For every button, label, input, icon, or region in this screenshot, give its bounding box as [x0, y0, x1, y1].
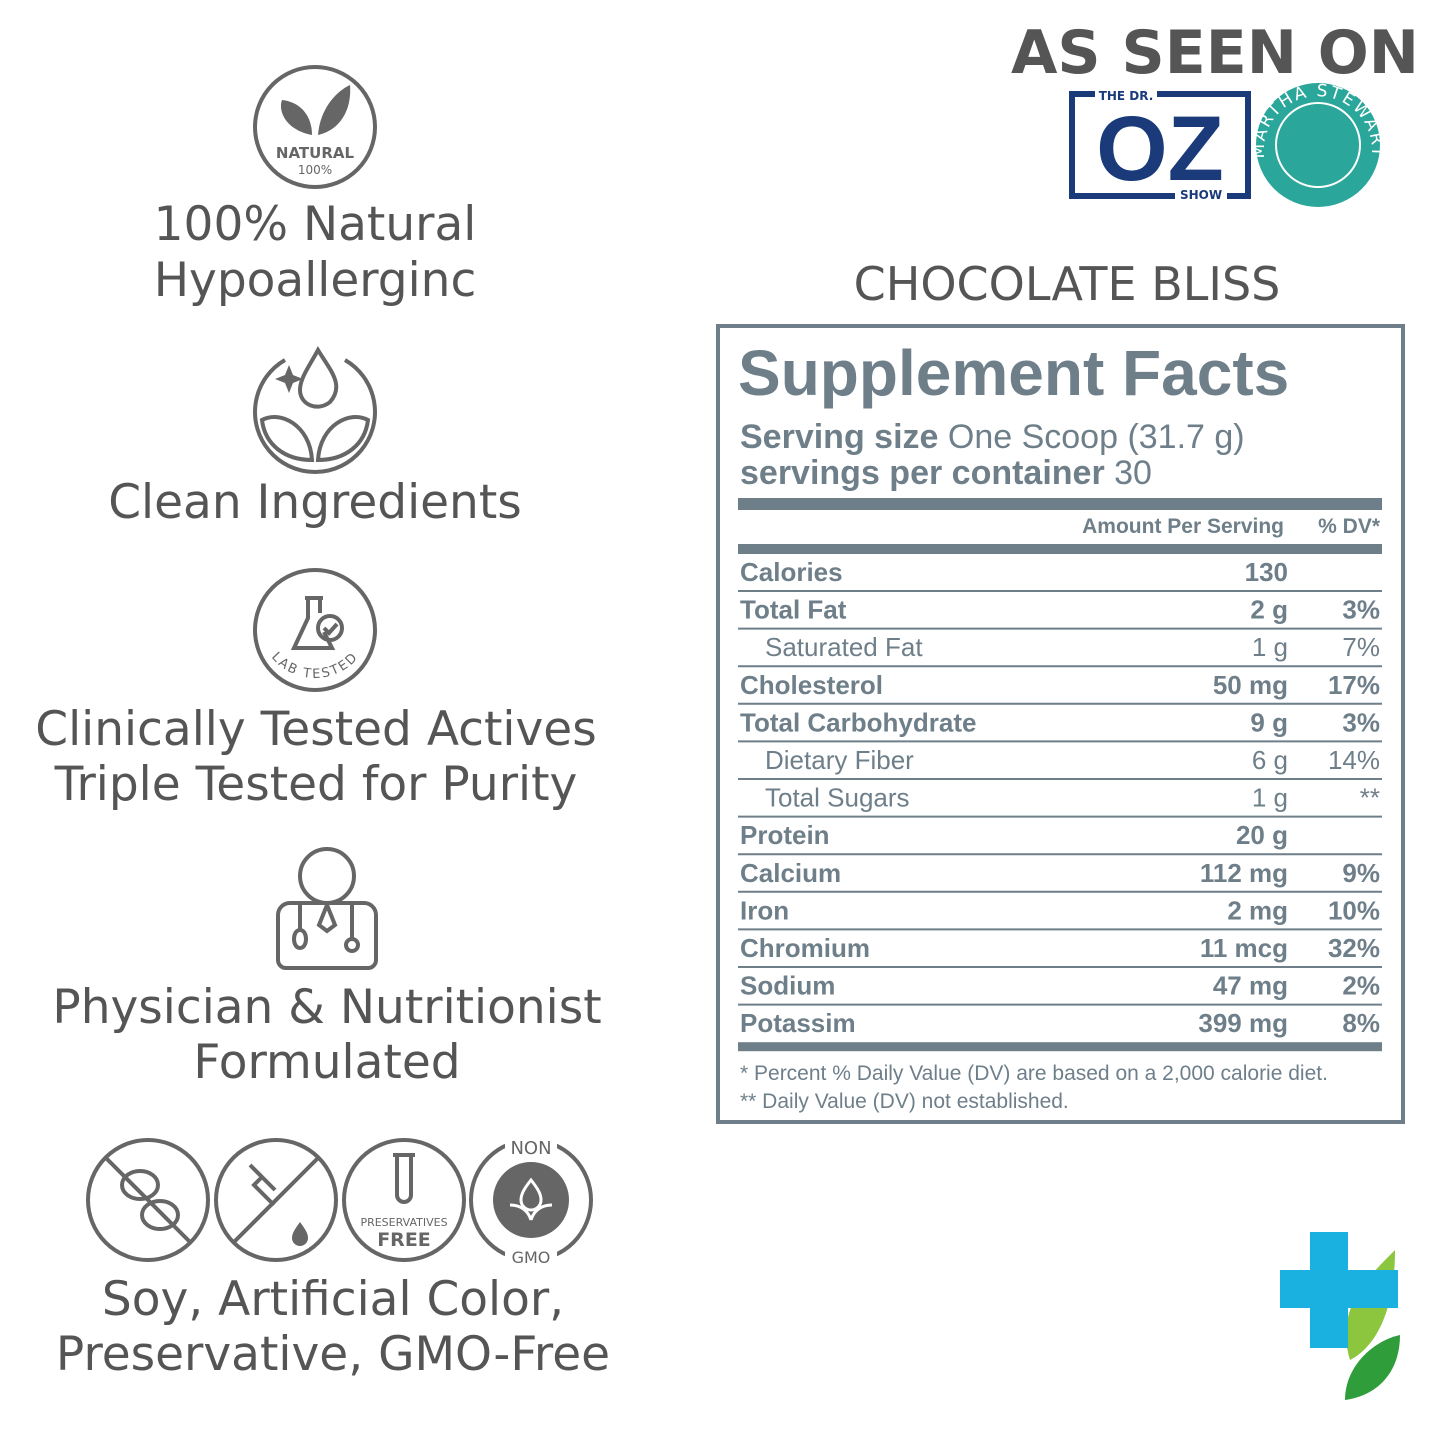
amount: 112 mg	[1200, 858, 1288, 888]
amount: 47 mg	[1213, 971, 1288, 1001]
daily-value: 8%	[1342, 1008, 1380, 1038]
icon-physician	[276, 847, 378, 970]
rule	[738, 544, 1382, 554]
oz-logo: THE DR. OZ SHOW	[1069, 88, 1251, 202]
amount: 1 g	[1252, 632, 1288, 662]
brand-logo	[1280, 1232, 1400, 1400]
rule	[738, 1042, 1382, 1052]
nutrient: Dietary Fiber	[765, 745, 914, 775]
oz-bottom: SHOW	[1180, 188, 1222, 202]
feature-text: 100% Natural	[154, 197, 477, 252]
supplement-facts: Supplement Facts Serving size One Scoop …	[716, 324, 1405, 1124]
amount: 9 g	[1250, 707, 1288, 737]
icon-free-from: PRESERVATIVES FREE NON GMO	[86, 1135, 593, 1267]
amount: 20 g	[1236, 820, 1288, 850]
nutrient: Cholesterol	[740, 670, 883, 700]
amount: 1 g	[1252, 783, 1288, 813]
footnote: ** Daily Value (DV) not established.	[740, 1090, 1069, 1113]
facts-title: Supplement Facts	[738, 337, 1289, 409]
label: servings per container	[740, 454, 1105, 492]
nutrient: Chromium	[740, 933, 870, 963]
as-seen-on: AS SEEN ON	[1011, 18, 1419, 88]
daily-value: 14%	[1328, 745, 1380, 775]
oz-main: OZ	[1096, 98, 1224, 200]
daily-value: 3%	[1342, 595, 1380, 625]
daily-value: 9%	[1342, 858, 1380, 888]
daily-value: 17%	[1328, 670, 1380, 700]
nutrient: Sodium	[740, 971, 835, 1001]
amount: 399 mg	[1198, 1008, 1288, 1038]
rule	[738, 498, 1382, 510]
icon-lab-tested: LAB TESTED	[253, 568, 377, 692]
amount: 130	[1245, 557, 1288, 587]
nutrient: Iron	[740, 895, 789, 925]
feature-text: Hypoallerginc	[154, 253, 477, 308]
daily-value: 7%	[1342, 632, 1380, 662]
nutrient: Protein	[740, 820, 830, 850]
feature-text: Soy, Artificial Color,	[102, 1272, 564, 1327]
amount: 50 mg	[1213, 670, 1288, 700]
icon-text: NATURAL	[276, 144, 355, 162]
amount: 11 mcg	[1200, 933, 1288, 963]
nutrient: Total Carbohydrate	[740, 707, 976, 737]
daily-value: 10%	[1328, 895, 1380, 925]
icon-text: LAB TESTED	[268, 649, 360, 682]
feature-text: Clean Ingredients	[108, 475, 522, 530]
daily-value: **	[1360, 783, 1380, 813]
daily-value: 2%	[1342, 971, 1380, 1001]
icon-text: FREE	[377, 1229, 431, 1251]
daily-value: 3%	[1342, 707, 1380, 737]
feature-text: Clinically Tested Actives	[35, 702, 596, 757]
nutrient: Total Sugars	[765, 783, 910, 813]
amount: 6 g	[1252, 745, 1288, 775]
icon-natural: NATURAL 100%	[253, 65, 377, 189]
icon-text: LAB TESTED	[268, 649, 362, 682]
nutrient: Calcium	[740, 858, 841, 888]
icon-clean	[253, 345, 377, 474]
feature-text: Formulated	[193, 1035, 460, 1090]
value: 30	[1114, 454, 1152, 492]
icon-text: PRESERVATIVES	[360, 1216, 447, 1229]
amount: 2 g	[1250, 595, 1288, 625]
nutrient: Potassim	[740, 1008, 856, 1038]
servings: servings per container 30	[740, 454, 1152, 492]
martha-logo: MARTHA STEWART	[1249, 81, 1385, 207]
product-name: CHOCOLATE BLISS	[854, 257, 1281, 311]
icon-text: GMO	[512, 1248, 551, 1267]
icon-text: 100%	[298, 163, 332, 177]
nutrient: Saturated Fat	[765, 632, 923, 662]
value: One Scoop (31.7 g)	[948, 418, 1245, 456]
nutrient: Calories	[740, 557, 843, 587]
footnote: * Percent % Daily Value (DV) are based o…	[740, 1062, 1328, 1085]
nutrient: Total Fat	[740, 595, 847, 625]
label: Serving size	[740, 418, 938, 456]
header: Amount Per Serving	[1082, 515, 1284, 538]
feature-text: Preservative, GMO-Free	[56, 1327, 610, 1382]
oz-top: THE DR.	[1099, 89, 1154, 103]
serving-size: Serving size One Scoop (31.7 g)	[740, 418, 1245, 456]
amount: 2 mg	[1227, 895, 1288, 925]
daily-value: 32%	[1328, 933, 1380, 963]
feature-text: Physician & Nutritionist	[52, 980, 601, 1035]
feature-text: Triple Tested for Purity	[54, 757, 578, 812]
header: % DV*	[1318, 515, 1381, 538]
icon-text: NON	[510, 1138, 551, 1159]
